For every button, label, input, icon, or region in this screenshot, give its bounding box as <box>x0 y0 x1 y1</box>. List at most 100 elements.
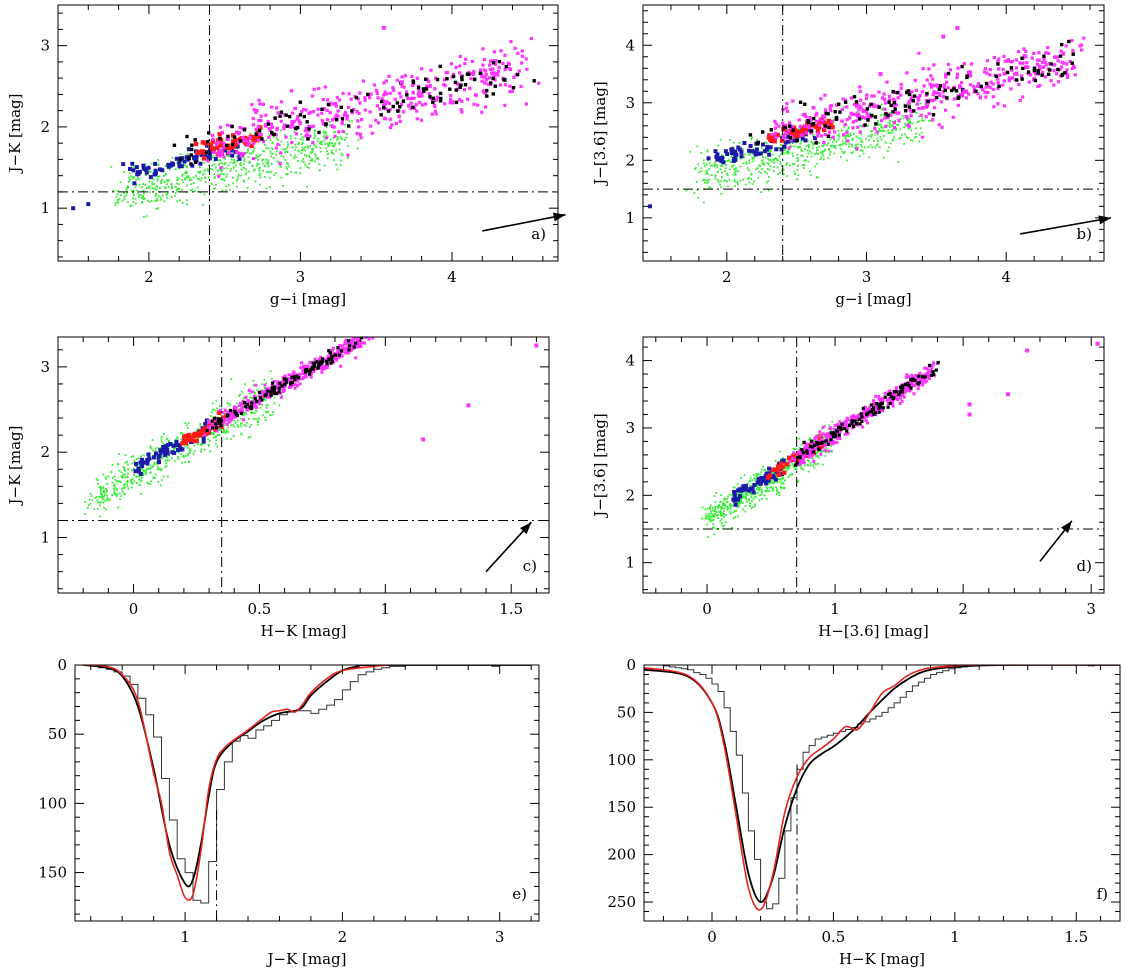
data-point-green <box>328 121 331 123</box>
data-point-green <box>798 128 800 131</box>
data-point-red <box>772 135 777 141</box>
data-point-magenta <box>278 161 282 166</box>
data-point-green <box>764 156 767 159</box>
data-point-blue <box>738 494 742 499</box>
data-point-magenta <box>1065 75 1070 79</box>
data-point-magenta <box>338 344 342 347</box>
data-point-black <box>272 132 276 137</box>
data-point-green <box>123 483 126 485</box>
data-point-green <box>267 163 269 166</box>
data-point-magenta <box>382 103 386 107</box>
data-point-black <box>439 96 443 101</box>
data-point-green <box>170 187 173 190</box>
data-point-green <box>904 133 906 136</box>
data-point-magenta <box>301 368 305 372</box>
data-point-green <box>733 510 736 512</box>
data-point-green <box>152 465 154 468</box>
data-point-magenta <box>488 67 492 71</box>
data-point-black <box>350 109 354 113</box>
data-point-green <box>134 198 137 201</box>
data-point-green <box>853 133 855 135</box>
data-point-black <box>232 135 237 139</box>
data-point-magenta <box>884 124 888 129</box>
data-point-green <box>152 449 154 452</box>
data-point-magenta <box>487 76 492 80</box>
data-point-green <box>120 194 122 197</box>
data-point-black <box>803 102 807 106</box>
panel-label: a) <box>531 225 546 243</box>
data-point-magenta <box>241 135 245 140</box>
data-point-magenta <box>937 123 941 127</box>
data-point-green <box>153 477 156 479</box>
data-point-green <box>111 481 114 484</box>
data-point-magenta <box>1042 57 1046 61</box>
data-point-green <box>272 411 274 413</box>
reddening-vector-arrowhead <box>520 522 532 535</box>
data-point-blue <box>166 164 171 169</box>
data-point-red <box>776 465 781 470</box>
data-point-green <box>251 411 254 414</box>
data-point-magenta <box>822 140 826 145</box>
data-point-magenta <box>962 62 967 66</box>
data-point-magenta <box>383 102 387 106</box>
data-point-black <box>874 122 878 126</box>
data-point-green <box>325 134 328 137</box>
data-point-black <box>178 157 183 162</box>
data-point-magenta <box>275 384 279 388</box>
data-point-green <box>118 480 121 483</box>
data-point-green <box>895 127 898 130</box>
data-point-magenta <box>245 143 249 147</box>
data-point-green <box>719 501 722 503</box>
data-point-magenta <box>221 410 224 414</box>
data-point-black <box>230 142 235 147</box>
data-point-green <box>148 170 151 173</box>
data-point-black <box>391 104 395 109</box>
data-point-green <box>755 496 757 499</box>
data-point-green <box>103 507 105 509</box>
data-point-magenta <box>320 119 324 123</box>
data-point-magenta <box>370 326 373 329</box>
data-point-green <box>106 489 108 492</box>
data-point-black <box>1060 42 1064 47</box>
data-point-magenta <box>883 97 887 101</box>
data-point-green <box>165 187 167 190</box>
data-point-green <box>280 165 282 168</box>
data-point-black <box>395 101 400 105</box>
data-point-green <box>787 151 790 154</box>
data-point-black <box>460 75 464 79</box>
data-point-magenta <box>474 93 478 97</box>
data-point-magenta <box>910 90 914 94</box>
data-point-green <box>704 172 707 175</box>
data-point-green <box>708 515 711 518</box>
data-point-green <box>724 167 727 170</box>
data-point-green <box>189 448 192 451</box>
data-point-green <box>723 510 726 513</box>
data-point-green <box>116 198 119 201</box>
data-point-magenta <box>855 423 859 427</box>
data-point-green <box>848 145 850 148</box>
data-point-green <box>723 497 726 500</box>
data-point-green <box>336 136 339 138</box>
data-point-green <box>176 455 179 458</box>
data-point-green <box>290 137 292 140</box>
data-point-green <box>772 159 775 161</box>
data-point-magenta <box>818 117 822 121</box>
data-point-black <box>912 94 917 98</box>
data-point-green <box>173 460 176 463</box>
data-point-green <box>722 502 725 505</box>
data-point-green <box>186 203 188 206</box>
data-point-green <box>726 497 729 500</box>
data-point-magenta <box>409 101 413 105</box>
data-point-green <box>184 164 186 167</box>
data-point-green <box>318 163 321 166</box>
data-point-green <box>812 143 814 146</box>
data-point-green <box>176 436 179 439</box>
data-point-green <box>735 167 737 170</box>
data-point-red <box>213 427 218 432</box>
data-point-magenta <box>501 61 505 65</box>
data-point-green <box>294 143 297 146</box>
data-point-blue <box>130 161 135 166</box>
data-point-green <box>170 196 173 198</box>
data-point-black <box>979 84 983 89</box>
